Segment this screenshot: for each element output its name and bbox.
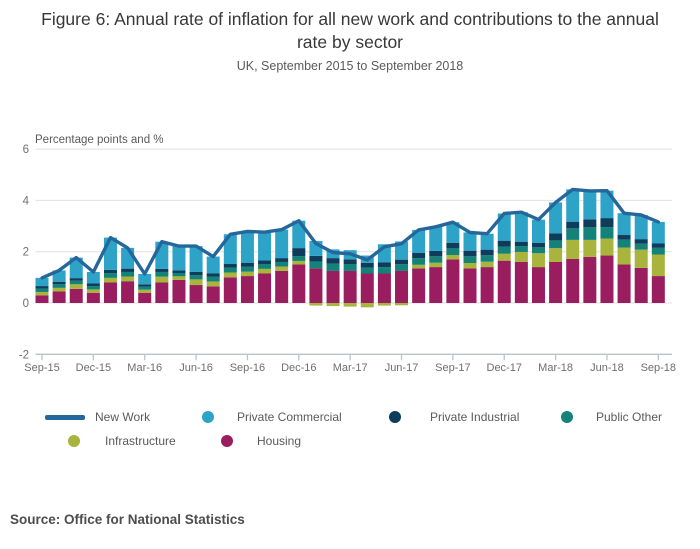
- infrastructure-swatch-icon: [68, 435, 80, 447]
- svg-text:4: 4: [23, 195, 30, 207]
- y-axis-unit-label: Percentage points and %: [35, 134, 164, 146]
- source-note: Source: Office for National Statistics: [10, 512, 245, 527]
- public-other-swatch-icon: [561, 411, 573, 423]
- svg-text:6: 6: [23, 144, 29, 156]
- svg-text:Mar-18: Mar-18: [538, 362, 573, 374]
- legend-label-infrastructure: Infrastructure: [105, 434, 176, 448]
- housing-swatch-icon: [221, 435, 233, 447]
- new-work-line-swatch: [45, 415, 85, 420]
- svg-text:Sep-18: Sep-18: [641, 362, 676, 374]
- svg-text:Dec-17: Dec-17: [487, 362, 522, 374]
- svg-text:2: 2: [23, 247, 29, 259]
- legend-label-private-commercial: Private Commercial: [237, 410, 342, 424]
- svg-text:Mar-16: Mar-16: [127, 362, 162, 374]
- svg-text:Jun-16: Jun-16: [179, 362, 213, 374]
- svg-text:Sep-16: Sep-16: [230, 362, 265, 374]
- svg-text:Mar-17: Mar-17: [333, 362, 368, 374]
- svg-text:-2: -2: [19, 349, 29, 361]
- svg-text:Sep-15: Sep-15: [24, 362, 59, 374]
- legend-label-housing: Housing: [257, 434, 302, 448]
- svg-text:Sep-17: Sep-17: [435, 362, 470, 374]
- svg-text:Dec-15: Dec-15: [76, 362, 111, 374]
- svg-text:Dec-16: Dec-16: [281, 362, 316, 374]
- figure-subtitle: UK, September 2015 to September 2018: [236, 59, 464, 73]
- private-commercial-swatch-icon: [202, 411, 214, 423]
- svg-text:Jun-18: Jun-18: [590, 362, 624, 374]
- figure-title: Figure 6: Annual rate of inflation for a…: [41, 9, 659, 53]
- legend-label-public-other: Public Other: [596, 410, 663, 424]
- legend-label-private-industrial: Private Industrial: [430, 410, 520, 424]
- svg-text:Jun-17: Jun-17: [385, 362, 419, 374]
- legend-label-new-work: New Work: [95, 410, 151, 424]
- private-industrial-swatch-icon: [389, 411, 401, 423]
- svg-text:0: 0: [23, 298, 29, 310]
